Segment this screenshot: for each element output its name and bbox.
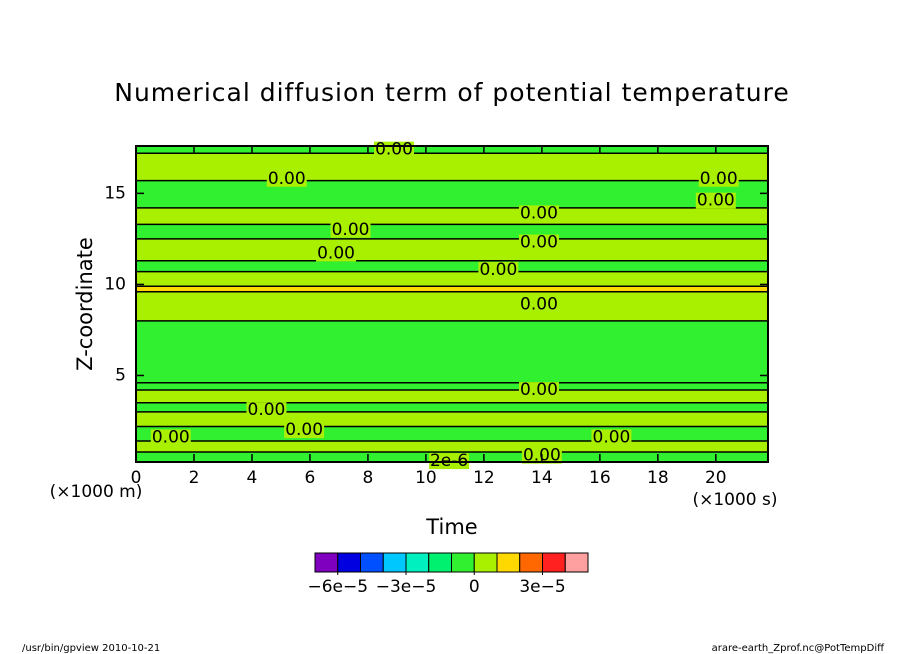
contour-label-bg <box>518 296 559 313</box>
contour-label: 0.00 <box>697 191 735 211</box>
contour-label-bg <box>266 170 307 187</box>
x-axis-label: Time <box>425 515 477 539</box>
contour-label: 0.00 <box>375 140 413 160</box>
colorbar-box <box>360 552 384 573</box>
field-band <box>136 411 768 427</box>
contour-label: 0.00 <box>268 169 306 189</box>
contour-label: 0.00 <box>479 260 517 280</box>
field-band <box>136 390 768 403</box>
field-band <box>136 382 768 391</box>
footer-left: /usr/bin/gpview 2010-10-21 <box>22 643 160 654</box>
y-tick-label: 10 <box>104 274 126 294</box>
colorbar-box <box>314 552 339 573</box>
contour-label-bg <box>518 382 559 399</box>
field-band <box>136 402 768 412</box>
field-band <box>136 320 768 383</box>
contour-label: 0.00 <box>285 420 323 440</box>
x-unit: (×1000 s) <box>692 490 777 510</box>
contour-label-bg <box>330 221 371 238</box>
field-band <box>136 180 768 208</box>
contour-label: 0.00 <box>593 427 631 447</box>
x-tick-label: 14 <box>531 468 553 488</box>
colorbar-box <box>428 552 452 573</box>
field-band <box>136 441 768 452</box>
contour-label-bg <box>478 261 519 278</box>
field-band <box>136 153 768 181</box>
contour-label-bg <box>316 245 357 262</box>
y-tick-label: 5 <box>115 365 126 385</box>
y-unit: (×1000 m) <box>50 482 143 502</box>
footer-right: arare-earth_Zprof.nc@PotTempDiff <box>712 643 886 654</box>
colorbar-box <box>496 552 521 573</box>
colorbar-box <box>473 552 498 573</box>
x-tick-label: 18 <box>647 468 669 488</box>
field-band <box>136 207 768 225</box>
contour-label-bg <box>518 205 559 222</box>
y-tick-label: 15 <box>104 183 126 203</box>
contour-label-bg <box>284 422 325 439</box>
x-tick-label: 20 <box>705 468 727 488</box>
field-band <box>136 238 768 261</box>
contour-label: 0.00 <box>520 380 558 400</box>
x-tick-label: 4 <box>247 468 258 488</box>
colorbar-tick-label: 0 <box>469 577 480 597</box>
colorbar-tick-label: 3e−5 <box>519 577 565 597</box>
contour-label: 0.00 <box>317 243 355 263</box>
x-tick-label: 2 <box>189 468 200 488</box>
x-tick-label: 16 <box>589 468 611 488</box>
plot-frame <box>135 145 769 463</box>
contour-label-bg <box>246 402 287 419</box>
contour-label: 0.00 <box>700 169 738 189</box>
field-band <box>136 271 768 287</box>
colorbar-box <box>451 552 475 573</box>
chart-title: Numerical diffusion term of potential te… <box>114 78 789 107</box>
contour-label-bg <box>698 170 739 187</box>
field-band <box>136 286 768 292</box>
colorbar-box <box>337 552 361 573</box>
colorbar-tick-label: −3e−5 <box>376 577 437 597</box>
field-band <box>136 224 768 239</box>
contour-label: 0.00 <box>332 220 370 240</box>
colorbar-box <box>405 552 430 573</box>
contour-label-bg <box>695 192 736 209</box>
x-tick-label: 12 <box>473 468 495 488</box>
x-tick-label: 8 <box>363 468 374 488</box>
x-tick-label: 6 <box>305 468 316 488</box>
contour-label: 0.00 <box>520 294 558 314</box>
contour-label: 0.00 <box>520 233 558 253</box>
contour-label: 0.00 <box>248 400 286 420</box>
colorbar-box <box>382 552 407 573</box>
contour-label: 0.00 <box>152 427 190 447</box>
contour-label: 0.00 <box>520 203 558 223</box>
field-band <box>136 146 768 154</box>
colorbar-tick-label: −6e−5 <box>307 577 368 597</box>
colorbar-box <box>519 552 543 573</box>
contour-label-bg <box>591 429 632 446</box>
field-band <box>136 426 768 442</box>
contour-label-bg <box>150 429 191 446</box>
x-tick-label: 10 <box>415 468 437 488</box>
x-tick-label: 0 <box>131 468 142 488</box>
y-axis-label: Z-coordinate <box>73 237 97 371</box>
field-band <box>136 260 768 272</box>
field-band <box>136 291 768 321</box>
colorbar-box <box>564 552 589 573</box>
colorbar-box <box>542 552 566 573</box>
contour-label-bg <box>518 234 559 251</box>
